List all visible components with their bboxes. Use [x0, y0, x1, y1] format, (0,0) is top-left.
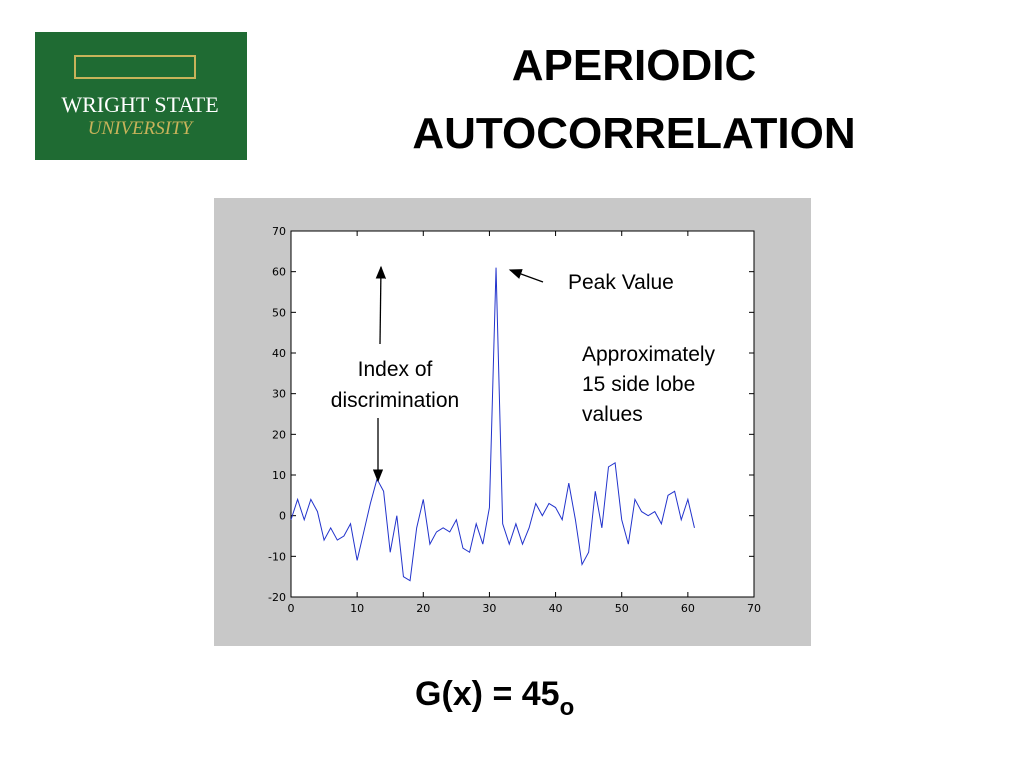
y-tick-label: 20	[272, 428, 286, 441]
logo-background	[35, 32, 247, 160]
annotation: discrimination	[331, 389, 459, 412]
plot-area	[290, 230, 755, 598]
arrow	[508, 269, 544, 283]
y-tick-label: 30	[272, 388, 286, 401]
x-tick-label: 70	[747, 602, 761, 615]
slide-title: APERIODIC	[512, 41, 756, 90]
y-tick-label: 50	[272, 306, 286, 319]
x-tick-label: 30	[482, 602, 496, 615]
x-tick-label: 50	[615, 602, 629, 615]
formula-main: G(x) = 45	[415, 675, 560, 713]
x-tick-label: 40	[549, 602, 563, 615]
y-tick-label: 40	[272, 347, 286, 360]
annotation: Index of	[358, 358, 433, 381]
y-tick-label: 70	[272, 225, 286, 238]
y-tick-label: 10	[272, 469, 286, 482]
logo-text: WRIGHT STATE	[61, 92, 218, 117]
annotation: values	[582, 403, 643, 426]
x-tick-label: 0	[288, 602, 295, 615]
x-tick-label: 20	[416, 602, 430, 615]
plot: 0 10 20 30 40 50 60 70 -20 -10 0 10 20 30 40 50 60 70	[268, 225, 761, 615]
data-line	[290, 267, 695, 582]
annotation: Approximately	[582, 343, 716, 366]
y-tick-label: 0	[279, 510, 286, 523]
y-tick-label: -20	[268, 591, 286, 604]
y-tick-label: -10	[268, 550, 286, 563]
formula-subscript: o	[560, 694, 575, 721]
arrow	[375, 265, 387, 345]
annotation: Peak Value	[568, 271, 674, 294]
logo-text: UNIVERSITY	[88, 118, 195, 139]
annotation: 15 side lobe	[582, 373, 695, 396]
formula: G(x) = 45o	[415, 675, 574, 721]
x-tick-label: 60	[681, 602, 695, 615]
logo-plane	[74, 55, 196, 79]
x-tick-label: 10	[350, 602, 364, 615]
y-tick-label: 60	[272, 266, 286, 279]
slide-title: AUTOCORRELATION	[412, 109, 855, 158]
